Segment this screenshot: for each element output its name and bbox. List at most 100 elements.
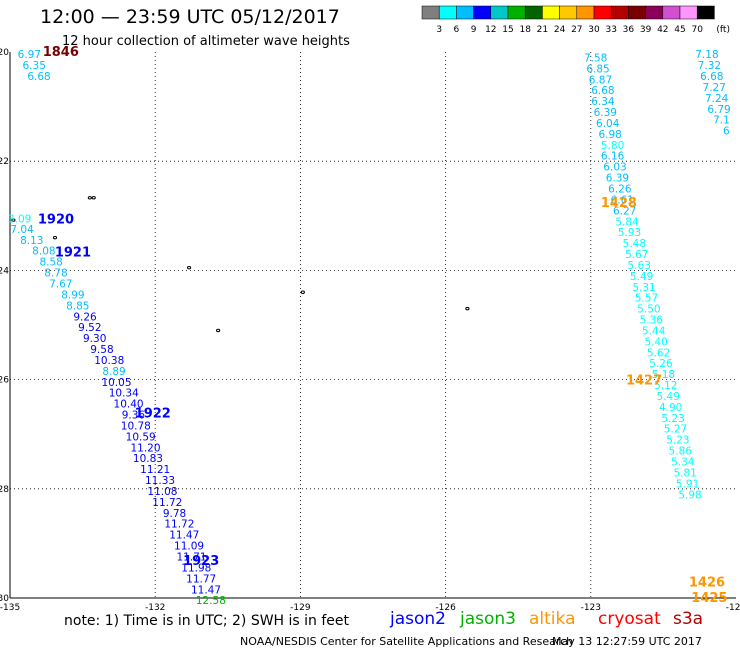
wave-height-value: 5.86 — [669, 446, 693, 458]
wave-height-value: 7.04 — [10, 224, 34, 236]
scale-label: 42 — [657, 25, 668, 35]
scale-label: 15 — [502, 25, 513, 35]
lon-tick-label: -126 — [435, 603, 456, 613]
wave-height-value: 7.24 — [705, 93, 729, 105]
wave-height-value: 8.99 — [61, 289, 84, 301]
wave-height-value: 11.20 — [130, 442, 160, 454]
scale-label: 45 — [674, 25, 685, 35]
wave-height-value: 6.61 — [611, 194, 634, 206]
wave-height-value: 9.78 — [163, 508, 186, 520]
lon-tick-label: -132 — [145, 603, 165, 613]
wave-height-value: 6.04 — [596, 118, 620, 130]
scale-label: 70 — [691, 25, 703, 35]
scale-label: 39 — [640, 25, 652, 35]
scale-label: 36 — [623, 25, 635, 35]
wave-height-value: 8.78 — [44, 268, 67, 280]
wave-height-value: 5.49 — [630, 271, 653, 283]
wave-height-value: 4.90 — [659, 402, 682, 414]
map-title: 12:00 — 23:59 UTC 05/12/2017 — [40, 6, 340, 28]
legend-cryosat: cryosat — [598, 609, 661, 629]
wave-height-value: 5.40 — [644, 336, 667, 348]
wave-height-value: 5.98 — [678, 489, 701, 501]
wave-height-value: 7.67 — [49, 279, 72, 291]
wave-height-value: 7.27 — [703, 82, 726, 94]
wave-height-value: 5.63 — [628, 260, 651, 272]
scale-unit: (ft) — [716, 25, 730, 35]
wave-height-value: 10.78 — [121, 420, 151, 432]
wave-height-value: 11.98 — [181, 562, 211, 574]
wave-height-value: 11.08 — [147, 486, 177, 498]
wave-height-value: 11.77 — [186, 573, 216, 585]
wave-height-value: 6.16 — [601, 151, 625, 163]
wave-height-value: 5.93 — [618, 227, 641, 239]
wave-height-value: 12.58 — [196, 595, 226, 607]
pass-time-label: 1923 — [183, 554, 219, 569]
lat-tick-label: -22 — [0, 157, 9, 167]
wave-height-value: 7.1 — [713, 115, 730, 127]
scale-label: 9 — [471, 25, 477, 35]
island — [216, 328, 221, 333]
wave-height-value: 11.47 — [191, 584, 221, 596]
pass-time-label: 1920 — [38, 213, 74, 228]
wave-height-value: 11.72 — [152, 497, 182, 509]
wave-height-value: 11.33 — [145, 475, 175, 487]
lat-tick-label: -30 — [0, 594, 9, 604]
pass-time-label: 1846 — [43, 45, 79, 60]
scale-label: 6 — [454, 25, 460, 35]
wave-height-value: 7.58 — [584, 52, 607, 64]
pass-time-label: 1921 — [55, 245, 91, 260]
wave-height-value: 5.34 — [671, 457, 695, 469]
lat-tick-label: -28 — [0, 485, 9, 495]
wave-height-value: 5.36 — [640, 315, 664, 327]
wave-height-value: 11.21 — [140, 464, 170, 476]
footer-credit: NOAA/NESDIS Center for Satellite Applica… — [240, 635, 574, 648]
wave-height-value: 5.49 — [657, 391, 680, 403]
island — [91, 196, 96, 200]
wave-height-color-scale: 3 6 9 12 15 18 21 24 27 30 33 36 39 42 45 70 (ft) — [421, 5, 730, 35]
wave-height-value: 8.13 — [20, 235, 43, 247]
wave-height-value: 11.47 — [169, 530, 199, 542]
wave-height-value: 6.79 — [707, 104, 730, 116]
wave-height-value: 6.39 — [606, 173, 629, 185]
lon-tick-label: -120 — [726, 603, 740, 613]
lat-tick-label: -26 — [0, 376, 9, 386]
island — [465, 306, 470, 311]
scale-swatch — [696, 5, 715, 20]
wave-height-value: 11.09 — [174, 541, 204, 553]
wave-height-track-points: 6.976.356.683.097.048.138.088.588.787.67… — [8, 49, 731, 607]
scale-label: 21 — [537, 25, 548, 35]
wave-height-value: 8.58 — [39, 257, 62, 269]
legend-s3a: s3a — [673, 609, 704, 629]
lon-tick-label: -129 — [290, 603, 311, 613]
wave-height-value: 10.05 — [101, 377, 131, 389]
wave-height-value: 6.26 — [608, 184, 632, 196]
wave-height-value: 7.32 — [698, 60, 721, 72]
pass-time-label: 1922 — [135, 406, 171, 421]
wave-height-value: 6.97 — [18, 49, 41, 61]
wave-height-value: 5.27 — [664, 424, 687, 436]
lat-tick-label: -24 — [0, 266, 9, 276]
wave-height-value: 5.26 — [649, 358, 673, 370]
wave-height-value: 10.59 — [126, 431, 156, 443]
wave-height-value: 5.81 — [673, 467, 696, 479]
wave-height-value: 6.68 — [591, 85, 614, 97]
wave-height-value: 5.67 — [625, 249, 648, 261]
wave-height-value: 9.58 — [90, 344, 113, 356]
wave-height-value: 5.84 — [615, 216, 639, 228]
wave-height-value: 6.35 — [23, 60, 46, 72]
wave-height-value: 5.18 — [652, 369, 675, 381]
wave-height-value: 6.34 — [591, 96, 615, 108]
scale-label: 30 — [588, 25, 600, 35]
wave-height-value: 6.85 — [586, 63, 609, 75]
pass-time-label: 1427 — [626, 374, 662, 389]
wave-height-value: 11.71 — [176, 552, 206, 564]
legend-jason2: jason2 — [390, 609, 446, 629]
scale-label: 24 — [554, 25, 566, 35]
wave-height-value: 8.89 — [102, 366, 125, 378]
island — [87, 196, 92, 200]
island — [300, 290, 305, 294]
legend-note: note: 1) Time is in UTC; 2) SWH is in fe… — [64, 613, 350, 629]
wave-height-value: 9.30 — [83, 333, 106, 345]
